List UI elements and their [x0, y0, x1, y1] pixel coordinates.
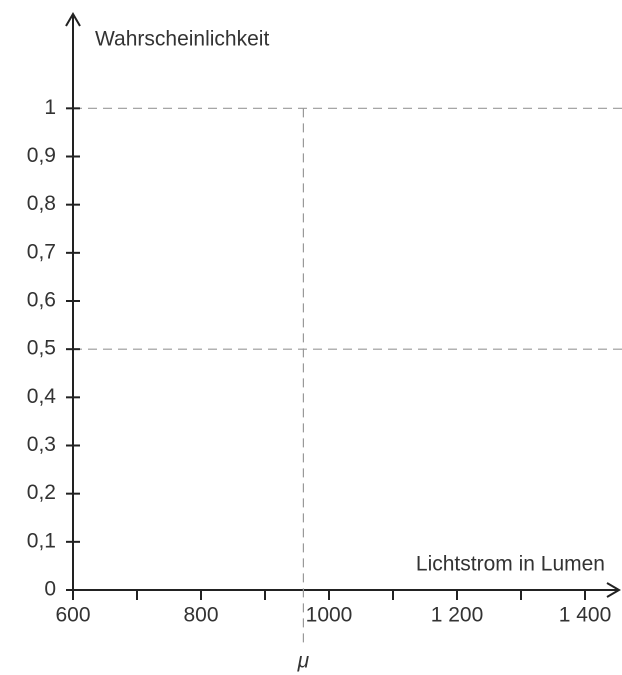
y-tick-label: 0,1	[27, 529, 56, 552]
y-tick-label: 0	[44, 578, 56, 601]
y-tick-label: 0,5	[27, 337, 56, 360]
x-tick-label: 800	[183, 604, 218, 627]
y-tick-label: 0,7	[27, 240, 56, 263]
x-axis-label: Lichtstrom in Lumen	[416, 553, 605, 576]
x-tick-label: 1 400	[559, 604, 612, 627]
x-arrow	[606, 582, 621, 598]
y-axis-label: Wahrscheinlichkeit	[95, 28, 269, 51]
x-tick-label: 1000	[306, 604, 353, 627]
y-tick-label: 0,3	[27, 433, 56, 456]
x-tick-label: 600	[55, 604, 90, 627]
y-tick-label: 0,9	[27, 144, 56, 167]
y-tick-label: 0,4	[27, 385, 57, 408]
mu-label: μ	[297, 650, 310, 673]
x-tick-label: 1 200	[431, 604, 484, 627]
y-tick-label: 1	[44, 96, 56, 119]
y-tick-label: 0,2	[27, 481, 56, 504]
y-arrow	[65, 12, 81, 27]
y-tick-label: 0,6	[27, 289, 56, 312]
y-tick-label: 0,8	[27, 192, 56, 215]
